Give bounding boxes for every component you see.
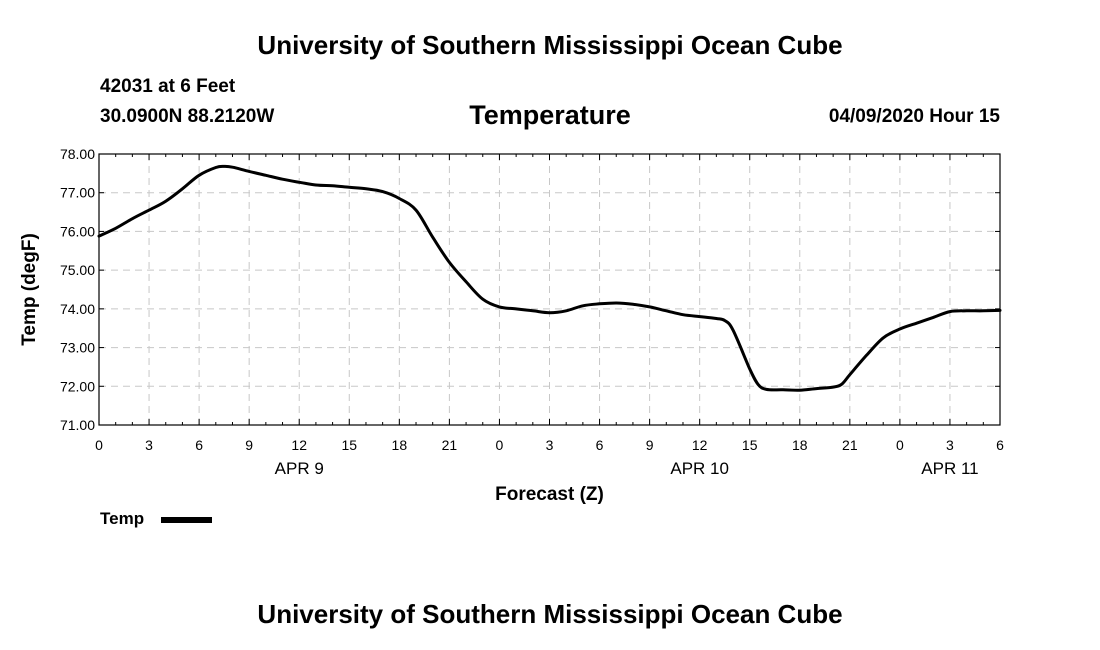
header-title: University of Southern Mississippi Ocean…: [257, 30, 843, 60]
x-tick-label: 3: [145, 437, 153, 453]
x-tick-label: 12: [692, 437, 708, 453]
x-axis-title: Forecast (Z): [495, 484, 604, 505]
x-tick-label: 12: [291, 437, 307, 453]
date-label: APR 9: [275, 459, 324, 478]
footer-title: University of Southern Mississippi Ocean…: [257, 599, 843, 629]
x-tick-label: 21: [442, 437, 458, 453]
y-tick-label: 74.00: [60, 301, 95, 317]
y-tick-label: 73.00: [60, 340, 95, 356]
x-tick-label: 9: [245, 437, 253, 453]
y-axis-title: Temp (degF): [19, 233, 40, 346]
x-tick-label: 0: [95, 437, 103, 453]
forecast-timestamp: 04/09/2020 Hour 15: [828, 106, 1000, 127]
x-tick-label: 18: [392, 437, 408, 453]
x-tick-label: 3: [946, 437, 954, 453]
y-tick-label: 78.00: [60, 146, 95, 162]
station-label: 42031 at 6 Feet: [100, 76, 236, 97]
x-tick-label: 18: [792, 437, 808, 453]
y-tick-label: 76.00: [60, 223, 95, 239]
x-tick-label: 15: [341, 437, 357, 453]
date-label: APR 10: [670, 459, 729, 478]
x-tick-label: 15: [742, 437, 758, 453]
x-tick-label: 6: [996, 437, 1004, 453]
x-tick-label: 6: [195, 437, 203, 453]
y-tick-label: 75.00: [60, 262, 95, 278]
legend-swatch: [161, 517, 212, 523]
x-tick-label: 6: [596, 437, 604, 453]
x-tick-label: 3: [546, 437, 554, 453]
y-tick-label: 71.00: [60, 417, 95, 433]
date-label: APR 11: [921, 459, 978, 478]
x-tick-label: 0: [896, 437, 904, 453]
y-tick-label: 72.00: [60, 378, 95, 394]
x-tick-label: 0: [496, 437, 504, 453]
x-tick-label: 21: [842, 437, 858, 453]
x-tick-label: 9: [646, 437, 654, 453]
series-line-temp: [97, 164, 1002, 392]
y-tick-label: 77.00: [60, 185, 95, 201]
legend-label: Temp: [100, 509, 145, 528]
variable-title: Temperature: [469, 100, 631, 130]
coordinates-label: 30.0900N 88.2120W: [100, 106, 275, 127]
